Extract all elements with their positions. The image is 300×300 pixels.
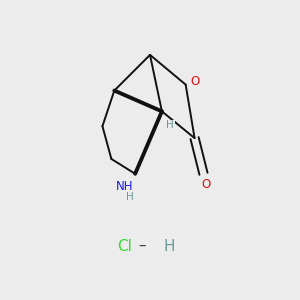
Text: –: – bbox=[134, 238, 151, 253]
Text: H: H bbox=[126, 192, 134, 202]
Text: O: O bbox=[190, 75, 200, 88]
Text: O: O bbox=[201, 178, 211, 191]
Text: NH: NH bbox=[116, 180, 134, 193]
Text: H: H bbox=[166, 120, 174, 130]
Text: Cl: Cl bbox=[117, 239, 132, 254]
Text: H: H bbox=[164, 239, 175, 254]
